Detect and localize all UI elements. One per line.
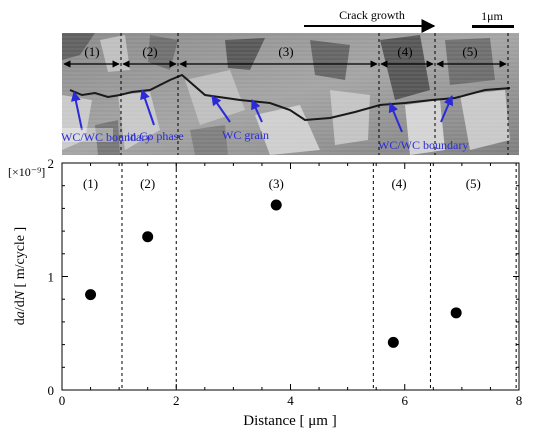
micro-region-label-3: (3)	[278, 44, 293, 59]
region-label-2: (2)	[140, 176, 155, 191]
x-axis-ticks: 0 2 4 6 8	[59, 163, 523, 408]
scale-bar-label: 1μm	[481, 9, 503, 23]
annotation-wc-grain: WC grain	[222, 128, 269, 142]
annotation-labels: WC/WC boundary in Co phase WC grain WC/W…	[61, 128, 468, 152]
y-tick-label-0: 0	[48, 383, 55, 398]
micro-region-label-5: (5)	[462, 44, 477, 59]
x-tick-label-2: 2	[173, 393, 180, 408]
micro-region-label-2: (2)	[142, 44, 157, 59]
region-label-3: (3)	[269, 176, 284, 191]
micrograph-panel: (1) (2) (3) (4) (5) WC/WC boundary in Co…	[61, 33, 519, 155]
x-tick-label-6: 6	[402, 393, 409, 408]
scale-bar: 1μm	[472, 9, 514, 28]
region-label-4: (4)	[391, 176, 406, 191]
data-point-3	[270, 199, 282, 211]
data-point-4	[387, 336, 399, 348]
region-label-1: (1)	[83, 176, 98, 191]
chart-region-labels: (1) (2) (3) (4) (5)	[83, 176, 481, 191]
annotation-co-phase: in Co phase	[127, 129, 184, 143]
annotation-arrows	[70, 89, 454, 133]
annotation-wcwc-boundary-1: WC/WC boundary	[61, 130, 151, 144]
plot-frame	[61, 162, 520, 391]
chart-panel: (1) (2) (3) (4) (5) 0 2 4 6 8 0 1 2 [×10⁻⁹] Distan…	[8, 156, 522, 429]
x-tick-label-4: 4	[287, 393, 294, 408]
micro-region-label-1: (1)	[84, 44, 99, 59]
y-tick-label-1: 1	[48, 270, 55, 285]
data-point-5	[450, 307, 462, 319]
micro-region-label-4: (4)	[397, 44, 412, 59]
region-label-5: (5)	[466, 176, 481, 191]
micrograph-region-labels: (1) (2) (3) (4) (5)	[84, 44, 477, 59]
y-axis-label: da/dN [ m/cycle ]	[13, 227, 28, 325]
data-point-2	[142, 231, 154, 243]
data-points	[85, 199, 462, 348]
y-axis-ticks: 0 1 2	[48, 156, 519, 398]
y-tick-label-2: 2	[48, 156, 55, 171]
crack-growth-indicator: Crack growth	[304, 8, 436, 33]
data-point-1	[85, 289, 97, 301]
crack-growth-label: Crack growth	[339, 8, 405, 22]
scan-lines	[62, 33, 519, 155]
x-axis-label: Distance [ μm ]	[243, 413, 336, 429]
chart-region-lines	[121, 163, 517, 390]
y-multiplier-label: [×10⁻⁹]	[8, 165, 45, 179]
annotation-wcwc-boundary-2: WC/WC boundary	[378, 138, 468, 152]
x-tick-label-8: 8	[516, 393, 523, 408]
x-tick-label-0: 0	[59, 393, 66, 408]
micrograph-region-lines	[120, 33, 509, 155]
